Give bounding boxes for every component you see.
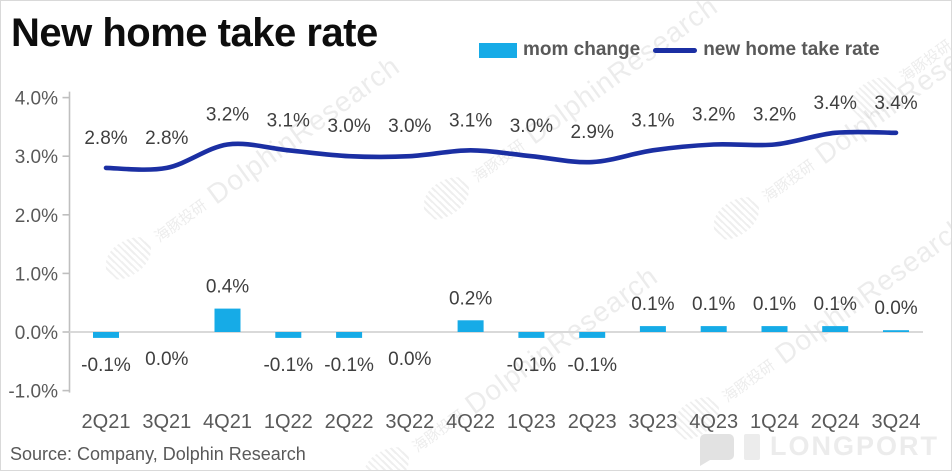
bar-data-label: 0.0% <box>145 349 188 370</box>
x-tick-label: 2Q23 <box>568 411 617 433</box>
x-tick-label: 3Q22 <box>385 411 434 433</box>
bar-data-label: 0.1% <box>692 294 735 315</box>
mom-change-bar[interactable] <box>518 332 545 338</box>
x-tick-label: 4Q21 <box>203 411 252 433</box>
mom-change-bar[interactable] <box>93 332 119 338</box>
mom-change-bar[interactable] <box>457 320 484 332</box>
legend-label: new home take rate <box>703 39 880 60</box>
chart-legend: mom change new home take rate <box>479 39 880 61</box>
bar-data-label: -0.1% <box>324 355 374 376</box>
x-tick-label: 4Q23 <box>689 411 738 433</box>
bar-data-label: 0.1% <box>753 294 796 315</box>
bar-data-label: 0.2% <box>449 288 492 309</box>
bar-data-label: 0.0% <box>874 298 917 319</box>
mom-change-bar[interactable] <box>822 326 849 332</box>
line-data-label: 3.2% <box>206 105 249 126</box>
mom-change-bar[interactable] <box>214 308 241 332</box>
legend-item-mom-change[interactable]: mom change <box>479 39 640 61</box>
x-tick-label: 1Q23 <box>507 411 556 433</box>
mom-change-bar[interactable] <box>883 330 909 332</box>
bar-data-label: -0.1% <box>507 355 557 376</box>
bar-data-label: 0.1% <box>814 294 857 315</box>
y-tick-label: 3.0% <box>15 147 58 168</box>
legend-bar-swatch <box>479 42 517 58</box>
y-tick-label: 4.0% <box>15 89 58 110</box>
x-tick-label: 3Q23 <box>628 411 677 433</box>
chart-title: New home take rate <box>11 11 378 55</box>
line-data-label: 3.1% <box>631 110 674 131</box>
mom-change-bar[interactable] <box>275 332 302 338</box>
x-tick-label: 3Q21 <box>142 411 191 433</box>
bar-data-label: 0.0% <box>388 349 431 370</box>
line-data-label: 3.1% <box>267 110 310 131</box>
bar-data-label: -0.1% <box>263 355 313 376</box>
y-tick-label: 1.0% <box>15 264 58 285</box>
line-data-label: 2.8% <box>84 128 127 149</box>
y-tick-label: 2.0% <box>15 206 58 227</box>
take-rate-line[interactable] <box>103 129 899 172</box>
line-data-label: 2.8% <box>145 128 188 149</box>
x-tick-label: 4Q22 <box>446 411 495 433</box>
line-data-label: 3.4% <box>874 93 917 114</box>
line-data-label: 3.2% <box>692 105 735 126</box>
mom-change-bar[interactable] <box>700 326 727 332</box>
x-tick-label: 3Q24 <box>872 411 921 433</box>
x-tick-label: 1Q24 <box>750 411 799 433</box>
bar-data-label: -0.1% <box>567 355 617 376</box>
legend-label: mom change <box>523 39 641 60</box>
mom-change-bar[interactable] <box>336 332 363 338</box>
mom-change-bar[interactable] <box>761 326 788 332</box>
line-data-label: 3.1% <box>449 110 492 131</box>
mom-change-bar[interactable] <box>639 326 666 332</box>
mom-change-bar[interactable] <box>579 332 606 338</box>
line-data-label: 3.0% <box>510 116 553 137</box>
x-tick-label: 2Q21 <box>82 411 131 433</box>
y-tick-label: 0.0% <box>15 323 58 344</box>
source-note: Source: Company, Dolphin Research <box>10 444 306 464</box>
line-data-label: 3.4% <box>814 93 857 114</box>
line-data-label: 3.0% <box>327 116 370 137</box>
line-data-label: 3.2% <box>753 105 796 126</box>
y-tick-label: -1.0% <box>8 382 58 403</box>
bar-data-label: -0.1% <box>81 355 131 376</box>
legend-item-take-rate[interactable]: new home take rate <box>653 39 880 61</box>
bar-data-label: 0.4% <box>206 277 249 298</box>
bar-data-label: 0.1% <box>631 294 674 315</box>
legend-line-swatch <box>653 47 698 53</box>
x-tick-label: 2Q22 <box>325 411 374 433</box>
x-tick-label: 1Q22 <box>264 411 313 433</box>
x-tick-label: 2Q24 <box>811 411 860 433</box>
line-data-label: 2.9% <box>571 122 614 143</box>
line-data-label: 3.0% <box>388 116 431 137</box>
